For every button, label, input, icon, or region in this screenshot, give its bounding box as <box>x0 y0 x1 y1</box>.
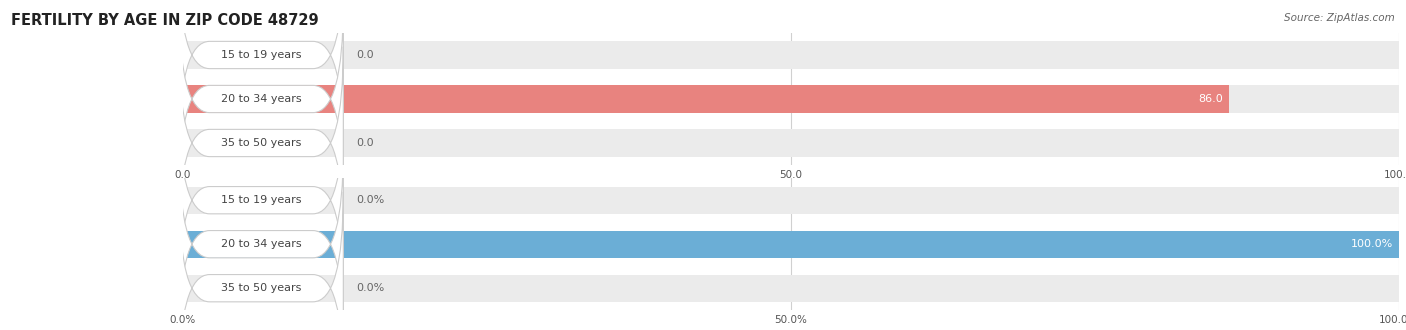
FancyBboxPatch shape <box>179 0 343 151</box>
Text: Source: ZipAtlas.com: Source: ZipAtlas.com <box>1284 13 1395 23</box>
Text: 0.0: 0.0 <box>357 138 374 148</box>
Text: 20 to 34 years: 20 to 34 years <box>221 239 301 249</box>
FancyBboxPatch shape <box>179 47 343 239</box>
Bar <box>183 85 1399 113</box>
Text: 0.0: 0.0 <box>357 50 374 60</box>
Text: 86.0: 86.0 <box>1198 94 1223 104</box>
Text: 0.0%: 0.0% <box>357 283 385 293</box>
Bar <box>183 129 1399 157</box>
Text: 100.0%: 100.0% <box>1351 239 1393 249</box>
FancyBboxPatch shape <box>179 192 343 330</box>
Text: 15 to 19 years: 15 to 19 years <box>221 50 301 60</box>
Text: 0.0%: 0.0% <box>357 195 385 205</box>
FancyBboxPatch shape <box>179 104 343 297</box>
Bar <box>183 231 1399 258</box>
Text: 15 to 19 years: 15 to 19 years <box>221 195 301 205</box>
Bar <box>183 186 1399 214</box>
Bar <box>183 275 1399 302</box>
FancyBboxPatch shape <box>179 3 343 195</box>
Bar <box>183 85 1229 113</box>
Text: 35 to 50 years: 35 to 50 years <box>221 138 301 148</box>
Text: FERTILITY BY AGE IN ZIP CODE 48729: FERTILITY BY AGE IN ZIP CODE 48729 <box>11 13 319 28</box>
Text: 35 to 50 years: 35 to 50 years <box>221 283 301 293</box>
Text: 20 to 34 years: 20 to 34 years <box>221 94 301 104</box>
Bar <box>183 231 1399 258</box>
FancyBboxPatch shape <box>179 148 343 330</box>
Bar <box>183 41 1399 69</box>
